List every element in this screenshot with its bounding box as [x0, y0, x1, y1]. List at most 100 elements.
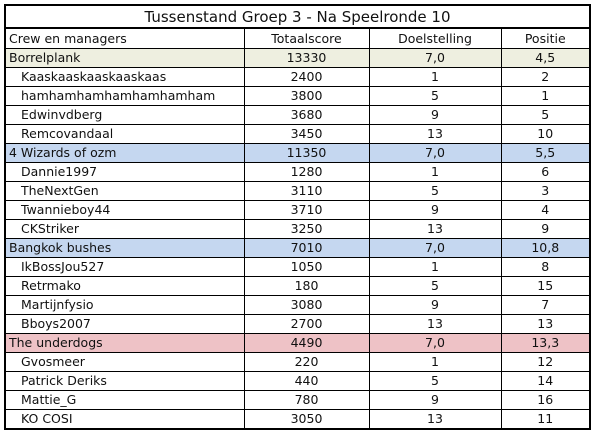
header-positie: Positie — [500, 27, 591, 49]
member-row: Edwinvdberg 3680 9 5 — [4, 105, 591, 125]
member-name: Edwinvdberg — [4, 105, 245, 125]
member-position: 3 — [500, 181, 591, 201]
member-name: Retrmako — [4, 276, 245, 296]
team-score: 13330 — [243, 48, 370, 68]
member-goal: 9 — [368, 390, 502, 410]
member-name: Mattie_G — [4, 390, 245, 410]
member-position: 4 — [500, 200, 591, 220]
member-row: KO COSI 3050 13 11 — [4, 409, 591, 430]
member-goal: 13 — [368, 219, 502, 239]
member-score: 3080 — [243, 295, 370, 315]
member-position: 1 — [500, 86, 591, 106]
member-goal: 1 — [368, 257, 502, 277]
member-score: 780 — [243, 390, 370, 410]
member-name: Gvosmeer — [4, 352, 245, 372]
member-name: Remcovandaal — [4, 124, 245, 144]
header-totaalscore: Totaalscore — [243, 27, 370, 49]
member-score: 3450 — [243, 124, 370, 144]
member-goal: 13 — [368, 124, 502, 144]
member-score: 1050 — [243, 257, 370, 277]
team-name: Borrelplank — [4, 48, 245, 68]
member-name: hamhamhamhamhamhamham — [4, 86, 245, 106]
member-goal: 13 — [368, 314, 502, 334]
team-row: Bangkok bushes 7010 7,0 10,8 — [4, 238, 591, 258]
team-name: Bangkok bushes — [4, 238, 245, 258]
team-row: 4 Wizards of ozm 11350 7,0 5,5 — [4, 143, 591, 163]
title-row: Tussenstand Groep 3 - Na Speelronde 10 — [4, 4, 591, 29]
member-position: 14 — [500, 371, 591, 391]
member-position: 15 — [500, 276, 591, 296]
team-position: 4,5 — [500, 48, 591, 68]
member-score: 180 — [243, 276, 370, 296]
member-row: Patrick Deriks 440 5 14 — [4, 371, 591, 391]
member-score: 3800 — [243, 86, 370, 106]
member-goal: 1 — [368, 352, 502, 372]
member-position: 2 — [500, 67, 591, 87]
member-score: 220 — [243, 352, 370, 372]
member-goal: 5 — [368, 86, 502, 106]
member-position: 13 — [500, 314, 591, 334]
standings-table-container: Tussenstand Groep 3 - Na Speelronde 10 C… — [4, 4, 591, 430]
member-goal: 13 — [368, 409, 502, 430]
member-position: 5 — [500, 105, 591, 125]
member-row: TheNextGen 3110 5 3 — [4, 181, 591, 201]
member-name: Dannie1997 — [4, 162, 245, 182]
member-name: Twannieboy44 — [4, 200, 245, 220]
member-position: 7 — [500, 295, 591, 315]
member-score: 3710 — [243, 200, 370, 220]
member-name: KO COSI — [4, 409, 245, 430]
member-position: 16 — [500, 390, 591, 410]
team-row: The underdogs 4490 7,0 13,3 — [4, 333, 591, 353]
member-score: 3680 — [243, 105, 370, 125]
member-goal: 1 — [368, 67, 502, 87]
header-row: Crew en managers Totaalscore Doelstellin… — [4, 27, 591, 49]
member-score: 2700 — [243, 314, 370, 334]
member-row: Bboys2007 2700 13 13 — [4, 314, 591, 334]
member-position: 10 — [500, 124, 591, 144]
member-name: Martijnfysio — [4, 295, 245, 315]
member-goal: 9 — [368, 105, 502, 125]
team-position: 5,5 — [500, 143, 591, 163]
member-row: Remcovandaal 3450 13 10 — [4, 124, 591, 144]
team-score: 7010 — [243, 238, 370, 258]
team-position: 10,8 — [500, 238, 591, 258]
member-position: 6 — [500, 162, 591, 182]
header-crew: Crew en managers — [4, 27, 245, 49]
member-position: 9 — [500, 219, 591, 239]
team-goal: 7,0 — [368, 143, 502, 163]
member-name: IkBossJou527 — [4, 257, 245, 277]
member-goal: 9 — [368, 200, 502, 220]
team-score: 4490 — [243, 333, 370, 353]
team-name: 4 Wizards of ozm — [4, 143, 245, 163]
member-goal: 9 — [368, 295, 502, 315]
member-position: 12 — [500, 352, 591, 372]
member-row: Kaaskaaskaaskaaskaas 2400 1 2 — [4, 67, 591, 87]
member-score: 2400 — [243, 67, 370, 87]
team-position: 13,3 — [500, 333, 591, 353]
member-score: 440 — [243, 371, 370, 391]
member-goal: 5 — [368, 276, 502, 296]
member-score: 3050 — [243, 409, 370, 430]
member-name: CKStriker — [4, 219, 245, 239]
team-name: The underdogs — [4, 333, 245, 353]
member-row: Martijnfysio 3080 9 7 — [4, 295, 591, 315]
header-doelstelling: Doelstelling — [368, 27, 502, 49]
member-row: hamhamhamhamhamhamham 3800 5 1 — [4, 86, 591, 106]
team-score: 11350 — [243, 143, 370, 163]
table-title: Tussenstand Groep 3 - Na Speelronde 10 — [4, 4, 591, 29]
member-row: Gvosmeer 220 1 12 — [4, 352, 591, 372]
member-goal: 5 — [368, 371, 502, 391]
member-goal: 1 — [368, 162, 502, 182]
member-row: Twannieboy44 3710 9 4 — [4, 200, 591, 220]
member-row: CKStriker 3250 13 9 — [4, 219, 591, 239]
member-score: 3250 — [243, 219, 370, 239]
member-name: Bboys2007 — [4, 314, 245, 334]
member-name: Kaaskaaskaaskaaskaas — [4, 67, 245, 87]
team-row: Borrelplank 13330 7,0 4,5 — [4, 48, 591, 68]
team-goal: 7,0 — [368, 238, 502, 258]
member-position: 11 — [500, 409, 591, 430]
member-row: Dannie1997 1280 1 6 — [4, 162, 591, 182]
member-score: 1280 — [243, 162, 370, 182]
member-goal: 5 — [368, 181, 502, 201]
member-score: 3110 — [243, 181, 370, 201]
